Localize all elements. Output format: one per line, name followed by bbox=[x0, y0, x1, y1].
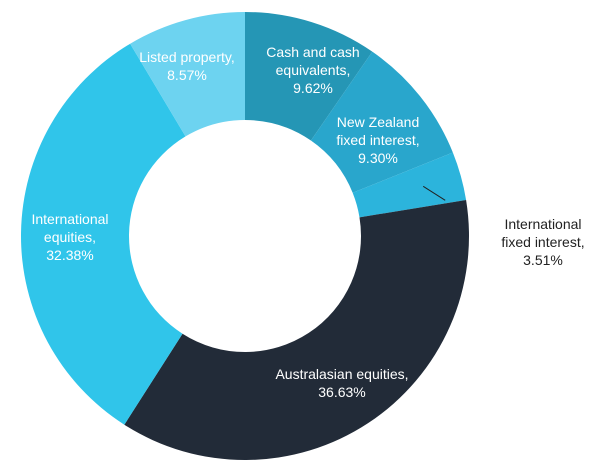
slice-label: International equities, 32.38% bbox=[20, 210, 120, 264]
slice-label: New Zealand fixed interest, 9.30% bbox=[323, 113, 433, 167]
category-label: New Zealand fixed interest, bbox=[336, 114, 420, 148]
value-label: 32.38% bbox=[46, 247, 94, 263]
category-label: Australasian equities, bbox=[275, 366, 409, 382]
value-label: 8.57% bbox=[167, 67, 207, 83]
slice bbox=[352, 152, 467, 218]
slice-label: Australasian equities, 36.63% bbox=[270, 365, 415, 401]
value-label: 36.63% bbox=[318, 384, 366, 400]
slice bbox=[20, 43, 186, 425]
category-label: International equities, bbox=[31, 211, 109, 245]
value-label: 9.62% bbox=[293, 80, 333, 96]
category-label: Cash and cash equivalents, bbox=[266, 44, 360, 78]
slice bbox=[124, 199, 469, 461]
value-label: 9.30% bbox=[358, 150, 398, 166]
category-label: Listed property, bbox=[139, 49, 235, 65]
slice bbox=[310, 51, 453, 193]
leader-line bbox=[422, 185, 446, 201]
value-label: 3.51% bbox=[523, 252, 563, 268]
slice bbox=[245, 12, 373, 141]
slice-label: Listed property, 8.57% bbox=[125, 48, 250, 84]
category-label: International fixed interest, bbox=[501, 216, 585, 250]
slice bbox=[130, 12, 245, 137]
slice-label: Cash and cash equivalents, 9.62% bbox=[258, 43, 368, 97]
slice-label: International fixed interest, 3.51% bbox=[488, 215, 598, 269]
